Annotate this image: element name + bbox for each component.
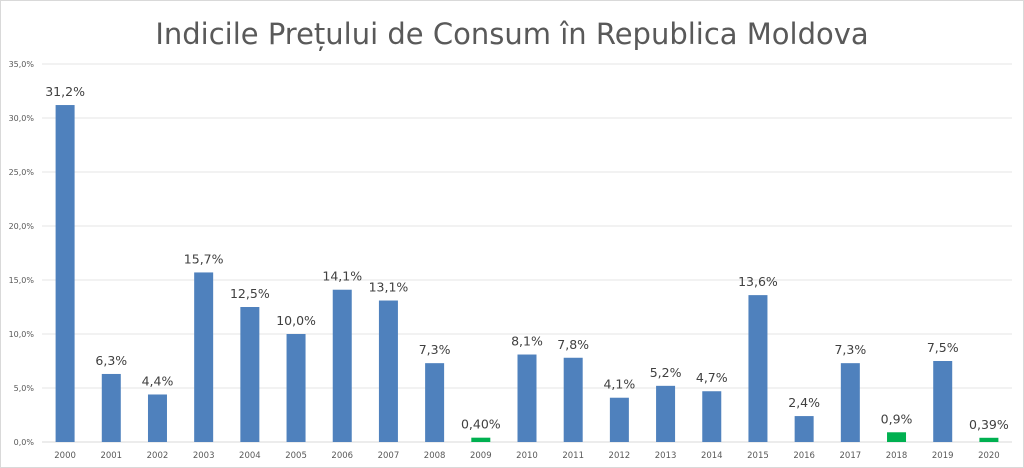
y-tick-label: 0,0% bbox=[14, 438, 35, 447]
data-label: 0,40% bbox=[461, 417, 501, 432]
data-label: 4,4% bbox=[142, 373, 174, 388]
x-tick-label: 2004 bbox=[239, 451, 261, 461]
bar-2015 bbox=[748, 295, 768, 442]
data-label: 7,3% bbox=[834, 342, 866, 357]
data-label: 15,7% bbox=[184, 251, 224, 266]
data-label: 6,3% bbox=[95, 353, 127, 368]
x-tick-label: 2003 bbox=[193, 451, 215, 461]
data-label: 31,2% bbox=[45, 84, 85, 99]
data-label: 8,1% bbox=[511, 334, 543, 349]
bar-2013 bbox=[656, 385, 676, 442]
data-label: 0,9% bbox=[881, 411, 913, 426]
y-tick-label: 20,0% bbox=[9, 222, 35, 231]
bars bbox=[55, 105, 999, 442]
x-tick-label: 2005 bbox=[285, 451, 307, 461]
data-label: 0,39% bbox=[969, 417, 1009, 432]
x-tick-label: 2012 bbox=[609, 451, 631, 461]
x-tick-label: 2006 bbox=[331, 451, 353, 461]
x-tick-label: 2019 bbox=[932, 451, 954, 461]
chart-title: Indicile Prețului de Consum în Republica… bbox=[155, 17, 868, 51]
x-axis-ticks: 2000 2001 2002 2003 2004 2005 2006 2007 2008 2009… bbox=[54, 451, 999, 461]
data-label: 2,4% bbox=[788, 395, 820, 410]
bar-2004 bbox=[240, 307, 260, 442]
bar-2011 bbox=[563, 357, 583, 442]
y-axis-ticks: 0,0% 5,0% 10,0% 15,0% 20,0% 25,0% 30,0% 35,0% bbox=[9, 60, 35, 447]
y-tick-label: 25,0% bbox=[9, 168, 35, 177]
x-tick-label: 2015 bbox=[747, 451, 769, 461]
data-label: 4,1% bbox=[603, 377, 635, 392]
data-label: 10,0% bbox=[276, 313, 316, 328]
data-label: 7,5% bbox=[927, 340, 959, 355]
data-label: 14,1% bbox=[322, 269, 362, 284]
data-label: 7,3% bbox=[419, 342, 451, 357]
bar-2008 bbox=[425, 363, 445, 442]
x-tick-label: 2001 bbox=[100, 451, 122, 461]
bar-2006 bbox=[332, 289, 352, 442]
y-tick-label: 5,0% bbox=[14, 384, 35, 393]
x-tick-label: 2008 bbox=[424, 451, 446, 461]
bar-2010 bbox=[517, 354, 537, 442]
x-tick-label: 2018 bbox=[886, 451, 908, 461]
bar-2017 bbox=[840, 363, 860, 442]
x-tick-label: 2010 bbox=[516, 451, 538, 461]
x-tick-label: 2002 bbox=[147, 451, 169, 461]
data-label: 4,7% bbox=[696, 370, 728, 385]
x-tick-label: 2016 bbox=[793, 451, 815, 461]
x-tick-label: 2020 bbox=[978, 451, 1000, 461]
data-label: 13,1% bbox=[369, 280, 409, 295]
bar-2007 bbox=[378, 300, 398, 442]
data-labels: 31,2% 6,3% 4,4% 15,7% 12,5% 10,0% 14,1% 13,1% 7,… bbox=[45, 84, 1009, 432]
x-tick-label: 2000 bbox=[54, 451, 76, 461]
x-tick-label: 2007 bbox=[378, 451, 400, 461]
data-label: 12,5% bbox=[230, 286, 270, 301]
bar-2016 bbox=[794, 416, 814, 442]
bar-2020 bbox=[979, 437, 999, 442]
bar-2009 bbox=[471, 437, 491, 442]
y-tick-label: 35,0% bbox=[9, 60, 35, 69]
bar-2000 bbox=[55, 105, 75, 442]
x-tick-label: 2017 bbox=[840, 451, 862, 461]
x-tick-label: 2009 bbox=[470, 451, 492, 461]
y-tick-label: 30,0% bbox=[9, 114, 35, 123]
bar-2001 bbox=[101, 373, 121, 442]
x-tick-label: 2014 bbox=[701, 451, 723, 461]
bar-2005 bbox=[286, 334, 306, 442]
data-label: 5,2% bbox=[650, 365, 682, 380]
bar-2012 bbox=[609, 397, 629, 442]
y-tick-label: 10,0% bbox=[9, 330, 35, 339]
x-tick-label: 2011 bbox=[562, 451, 584, 461]
data-label: 7,8% bbox=[557, 337, 589, 352]
bar-2019 bbox=[933, 361, 953, 442]
bar-2002 bbox=[147, 394, 167, 442]
bar-2018 bbox=[887, 432, 907, 442]
y-tick-label: 15,0% bbox=[9, 276, 35, 285]
bar-2003 bbox=[194, 272, 214, 442]
bar-2014 bbox=[702, 391, 722, 442]
data-label: 13,6% bbox=[738, 274, 778, 289]
x-tick-label: 2013 bbox=[655, 451, 677, 461]
